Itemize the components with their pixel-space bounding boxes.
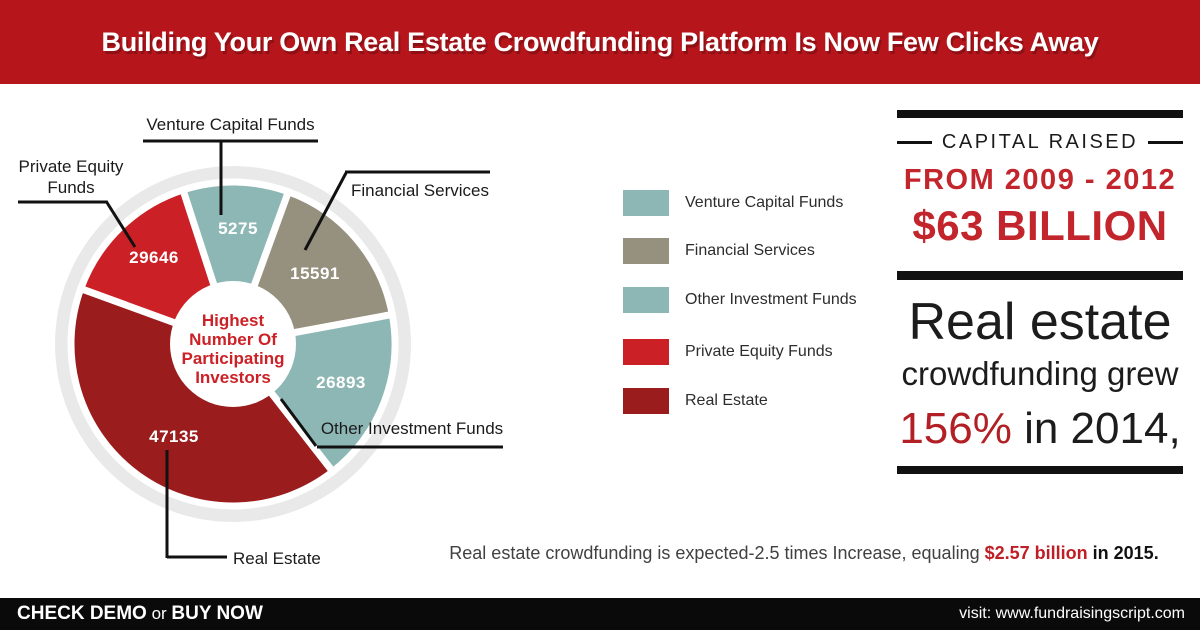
callout-lines <box>18 139 503 559</box>
legend-label: Other Investment Funds <box>685 291 857 308</box>
capital-amount-label: $63 BILLION <box>912 202 1168 249</box>
forecast-note-text: Real estate crowdfunding is expected-2.5… <box>449 543 985 563</box>
forecast-note-year: in 2015 <box>1087 543 1154 563</box>
capital-raised-heading: CAPITAL RAISED <box>897 131 1183 153</box>
legend-swatch <box>623 388 669 414</box>
value-label-financial-services: 15591 <box>290 264 340 283</box>
growth-text-line2: crowdfunding grew <box>901 355 1179 392</box>
value-label-private-equity: 29646 <box>129 248 179 267</box>
forecast-note: Real estate crowdfunding is expected-2.5… <box>430 543 1178 564</box>
footer-cta: CHECK DEMO or BUY NOW <box>17 598 263 630</box>
heading-dash <box>897 140 932 144</box>
legend-swatch <box>623 190 669 216</box>
pie-center-caption-line: Investors <box>195 368 271 387</box>
callout-label-private-equity: Private Equity Funds <box>18 157 124 197</box>
heading-dash <box>1148 140 1183 144</box>
capital-raised-label: CAPITAL RAISED <box>941 130 1139 153</box>
legend-swatch <box>623 238 669 264</box>
callout-label-venture-capital: Venture Capital Funds <box>146 115 315 134</box>
pie-center-caption-line: Number Of <box>189 330 277 349</box>
value-label-venture-capital: 5275 <box>218 219 258 238</box>
pie-center-caption: Highest Number Of Participating Investor… <box>163 311 303 387</box>
visit-link[interactable]: visit: www.fundraisingscript.com <box>959 605 1185 622</box>
divider-bar <box>897 271 1183 280</box>
capital-period-label: FROM 2009 - 2012 <box>903 164 1177 196</box>
legend-label: Financial Services <box>685 242 815 259</box>
growth-text-line1: Real estate <box>908 293 1172 351</box>
growth-text-line3: 156% in 2014, <box>897 403 1183 455</box>
legend-swatch <box>623 287 669 313</box>
footer-bar: CHECK DEMO or BUY NOW visit: www.fundrai… <box>0 598 1200 630</box>
value-label-real-estate: 47135 <box>149 427 199 446</box>
pie-segment-venture-capital-funds <box>179 178 292 348</box>
divider-bar <box>897 466 1183 474</box>
legend-label: Real Estate <box>685 392 768 409</box>
pie-center-hole <box>170 281 296 407</box>
callout-label-other-investment: Other Investment Funds <box>320 419 504 438</box>
callout-line-private-equity <box>104 200 137 248</box>
forecast-note-period: . <box>1153 543 1159 563</box>
legend-label: Venture Capital Funds <box>685 194 844 211</box>
value-label-other-investment: 26893 <box>316 373 366 392</box>
legend-label: Private Equity Funds <box>685 343 833 360</box>
forecast-note-amount: $2.57 billion <box>984 543 1088 563</box>
stats-panel: CAPITAL RAISED FROM 2009 - 2012 $63 BILL… <box>897 110 1183 474</box>
footer-or-text: or <box>146 604 172 623</box>
growth-percent: 156% <box>899 404 1012 453</box>
pie-center-caption-line: Participating <box>181 349 285 368</box>
callout-label-financial-services: Financial Services <box>351 181 489 200</box>
callout-line-other-investment <box>279 398 318 447</box>
divider-bar <box>897 110 1183 118</box>
growth-year: in 2014, <box>1011 404 1181 453</box>
check-demo-button[interactable]: CHECK DEMO <box>17 603 147 624</box>
buy-now-button[interactable]: BUY NOW <box>171 603 263 624</box>
pie-center-caption-line: Highest <box>201 311 265 330</box>
callout-label-real-estate: Real Estate <box>233 549 321 568</box>
callout-line-financial-services <box>303 172 348 251</box>
legend-swatch <box>623 339 669 365</box>
header-banner: Building Your Own Real Estate Crowdfundi… <box>0 0 1200 84</box>
page-title: Building Your Own Real Estate Crowdfundi… <box>101 27 1099 57</box>
